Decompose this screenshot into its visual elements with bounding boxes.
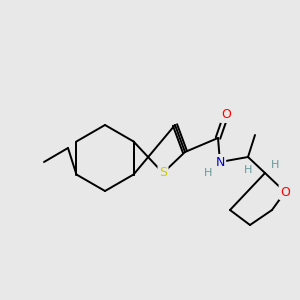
Text: O: O [221, 109, 231, 122]
Text: H: H [271, 160, 279, 170]
Text: N: N [215, 155, 225, 169]
Text: H: H [204, 168, 212, 178]
Text: S: S [159, 167, 167, 179]
Text: H: H [244, 165, 252, 175]
Text: O: O [280, 185, 290, 199]
